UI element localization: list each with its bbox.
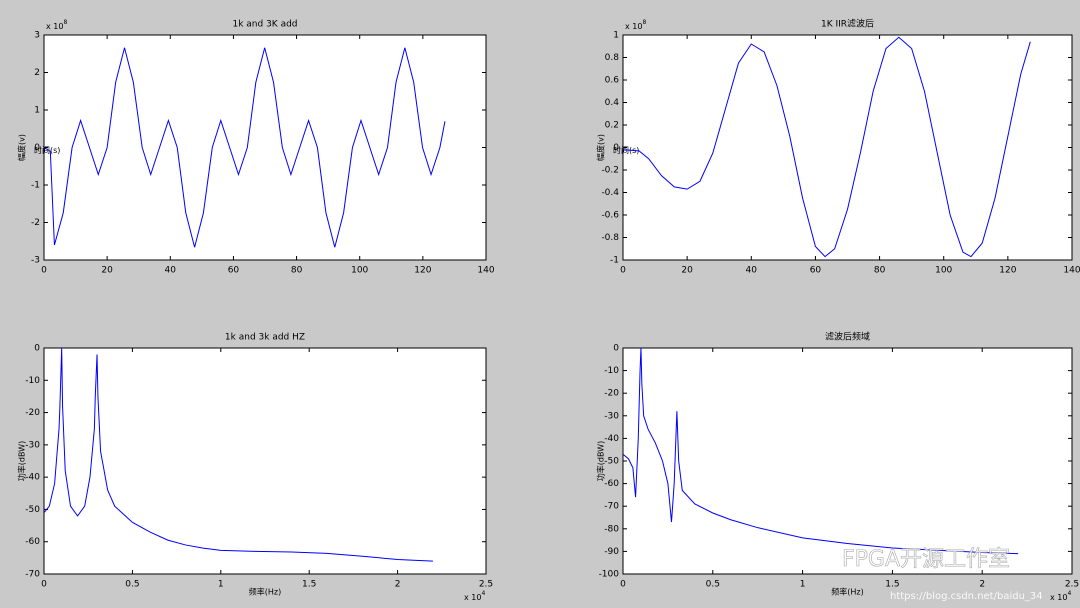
y-tick-label: -20	[604, 389, 619, 399]
watermark-text: FPGA开源工作室	[842, 547, 1010, 572]
multiplier-exponent: 4	[481, 590, 485, 597]
y-tick-label: 1	[613, 31, 619, 41]
y-tick-label: -80	[604, 524, 619, 534]
y-tick-label: 0.2	[605, 121, 619, 131]
y-tick-label: -50	[25, 505, 40, 515]
x-tick-label: 80	[291, 266, 303, 276]
y-axis-label: 功率(dBW)	[596, 441, 606, 481]
y-tick-label: -30	[604, 411, 619, 421]
x-tick-label: 0.5	[125, 580, 139, 590]
x-axis-label: 频率(Hz)	[831, 587, 863, 597]
y-tick-label: 3	[34, 31, 40, 41]
x-axis-label: 频率(Hz)	[249, 587, 281, 597]
chart-title: 1k and 3k add HZ	[225, 333, 305, 343]
data-line	[44, 348, 433, 562]
multiplier-base: x 10	[464, 593, 481, 602]
axis-multiplier: x 108	[46, 19, 67, 31]
axis-multiplier: x 104	[1050, 590, 1071, 602]
y-tick-label: 2	[34, 68, 40, 78]
x-tick-label: 140	[477, 266, 494, 276]
x-tick-label: 120	[999, 266, 1016, 276]
y-tick-label: -70	[25, 570, 40, 580]
x-tick-label: 140	[1063, 266, 1080, 276]
y-tick-label: -40	[604, 434, 619, 444]
y-tick-label: -30	[25, 440, 40, 450]
y-tick-label: -90	[604, 547, 619, 557]
chart-title: 滤波后频域	[825, 331, 870, 343]
axis-multiplier: x 108	[625, 19, 646, 31]
y-tick-label: -0.6	[601, 211, 619, 221]
multiplier-base: x 10	[46, 22, 63, 31]
x-tick-label: 120	[414, 266, 431, 276]
y-tick-label: -60	[604, 479, 619, 489]
x-tick-label: 60	[228, 266, 240, 276]
y-tick-label: -0.8	[601, 233, 619, 243]
y-tick-label: -20	[25, 408, 40, 418]
x-tick-label: 100	[351, 266, 368, 276]
y-tick-label: -0.4	[601, 188, 619, 198]
y-tick-label: -2	[31, 218, 40, 228]
y-tick-label: 1	[34, 106, 40, 116]
x-tick-label: 80	[874, 266, 886, 276]
multiplier-base: x 10	[1050, 593, 1067, 602]
x-tick-label: 60	[810, 266, 822, 276]
y-tick-label: -100	[599, 570, 620, 580]
x-tick-label: 100	[935, 266, 952, 276]
x-axis-label: 时间(s)	[34, 145, 60, 155]
data-line	[623, 36, 1031, 258]
y-tick-label: -1	[610, 256, 619, 266]
y-tick-label: -60	[25, 537, 40, 547]
x-tick-label: 1	[218, 580, 224, 590]
axes-background	[622, 347, 1073, 575]
y-tick-label: 0	[34, 143, 40, 153]
x-tick-label: 20	[101, 266, 113, 276]
y-tick-label: -10	[604, 366, 619, 376]
axes-background	[622, 34, 1073, 261]
x-tick-label: 1.5	[302, 580, 316, 590]
y-tick-label: -10	[25, 376, 40, 386]
multiplier-exponent: 4	[1067, 590, 1071, 597]
x-tick-label: 2	[979, 580, 985, 590]
data-line	[44, 47, 446, 248]
y-tick-label: -40	[25, 473, 40, 483]
x-tick-label: 1.5	[885, 580, 899, 590]
axes-background	[43, 347, 487, 575]
x-tick-label: 0.5	[706, 580, 720, 590]
watermark-url: https://blog.csdn.net/baidu_34	[890, 591, 1043, 602]
x-tick-label: 0	[41, 580, 47, 590]
x-tick-label: 2.5	[1065, 580, 1079, 590]
y-tick-label: 0	[613, 344, 619, 354]
x-tick-label: 0	[41, 266, 47, 276]
x-tick-label: 2	[395, 580, 401, 590]
y-tick-label: 0.8	[605, 53, 620, 63]
y-axis-label: 幅度(v)	[17, 134, 27, 161]
y-tick-label: 0.6	[605, 76, 620, 86]
chart-title: 1k and 3K add	[232, 20, 297, 30]
chart-title: 1K IIR滤波后	[821, 18, 874, 30]
x-tick-label: 2.5	[479, 580, 493, 590]
multiplier-exponent: 8	[642, 19, 646, 26]
x-tick-label: 40	[165, 266, 177, 276]
y-tick-label: -70	[604, 502, 619, 512]
multiplier-base: x 10	[625, 22, 642, 31]
x-tick-label: 40	[746, 266, 758, 276]
y-tick-label: -1	[31, 181, 40, 191]
multiplier-exponent: 8	[63, 19, 67, 26]
y-tick-label: -50	[604, 457, 619, 467]
x-tick-label: 20	[681, 266, 693, 276]
y-axis-label: 功率(dBW)	[17, 441, 27, 481]
x-tick-label: 0	[620, 266, 626, 276]
y-tick-label: 0	[34, 344, 40, 354]
axes-background	[43, 34, 487, 261]
y-tick-label: -3	[31, 256, 40, 266]
y-tick-label: -0.2	[601, 166, 619, 176]
data-line	[623, 348, 1019, 555]
axis-multiplier: x 104	[464, 590, 485, 602]
x-tick-label: 0	[620, 580, 626, 590]
y-axis-label: 幅度(v)	[596, 134, 606, 161]
y-tick-label: 0.4	[605, 98, 620, 108]
x-tick-label: 1	[800, 580, 806, 590]
y-tick-label: 0	[613, 143, 619, 153]
